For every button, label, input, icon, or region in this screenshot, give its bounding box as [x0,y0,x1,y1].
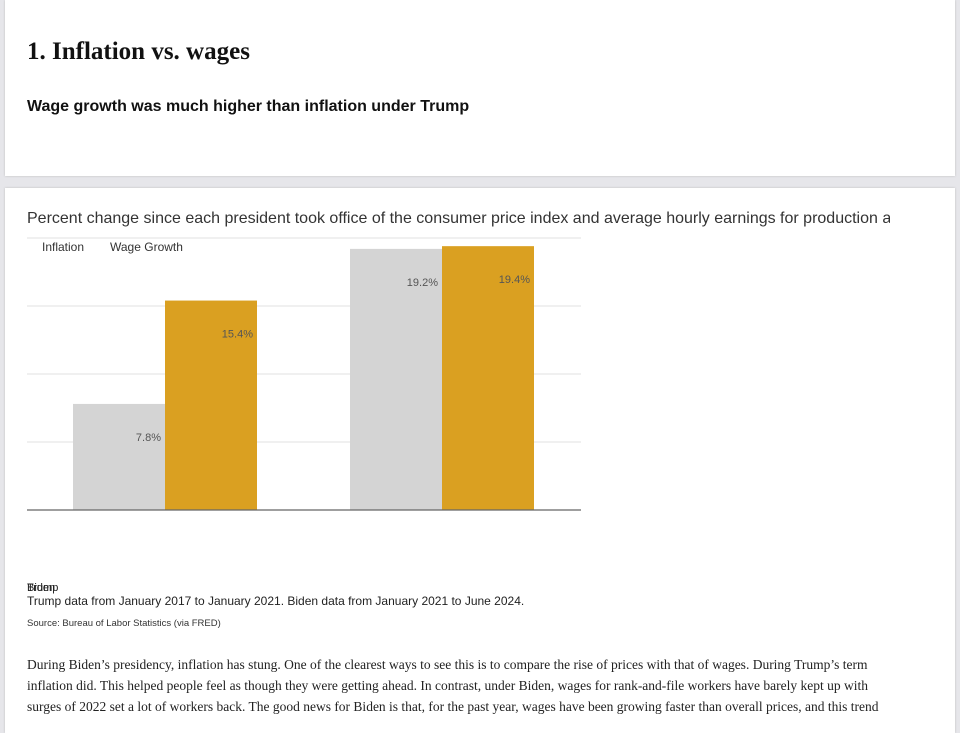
section-subtitle: Wage growth was much higher than inflati… [27,98,470,115]
article-line: inflation did. This helped people feel a… [27,678,868,693]
chart-source: Source: Bureau of Labor Statistics (via … [27,618,221,629]
header-card [5,0,955,176]
value-label: 7.8% [136,432,161,444]
value-label: 15.4% [222,328,253,340]
chart: 7.8% 15.4% 19.2% 19.4% [27,237,581,511]
bar [442,246,534,510]
legend-entry: Wage Growth [110,240,183,254]
bar [165,300,257,510]
bar [350,248,442,510]
value-label: 19.4% [499,274,530,286]
article-line: surges of 2022 set a lot of workers back… [27,699,879,714]
legend-entry: Inflation [42,240,85,254]
section-title: 1. Inflation vs. wages [27,38,250,65]
bar [73,403,165,510]
article-line: During Biden’s presidency, inflation has… [27,657,868,672]
category-label: Trump [27,582,59,594]
chart-note: Trump data from January 2017 to January … [27,594,525,608]
chart-subtitle: Percent change since each president took… [27,210,890,227]
category-label: Biden [27,582,56,594]
value-label: 19.2% [407,277,438,289]
